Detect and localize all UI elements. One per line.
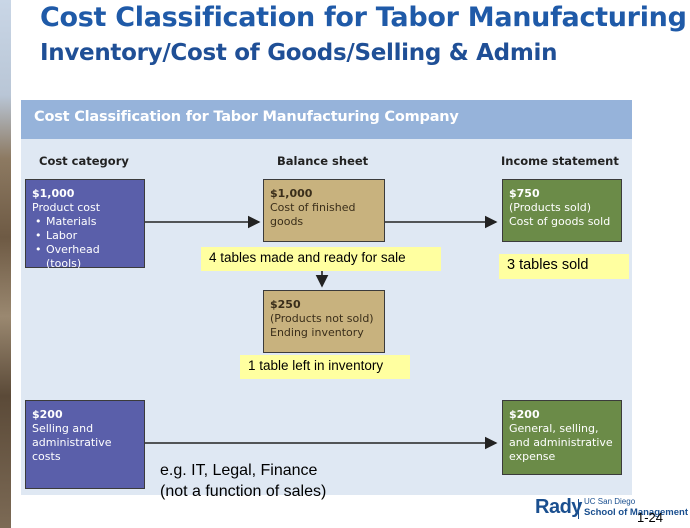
logo-university: UC San Diego xyxy=(584,497,636,506)
cogs-line2: Cost of goods sold xyxy=(509,215,611,228)
finished-goods-line2: goods xyxy=(270,215,304,228)
product-cost-items: Materials Labor Overhead (tools) xyxy=(32,215,138,271)
figure-header: Cost Classification for Tabor Manufactur… xyxy=(21,100,632,139)
product-cost-item-overhead: Overhead (tools) xyxy=(35,243,138,271)
ending-inventory-box: $250 (Products not sold) Ending inventor… xyxy=(263,290,385,353)
sga-expense-amount: $200 xyxy=(509,408,540,421)
sga-expense-line1: General, selling, xyxy=(509,422,599,435)
product-cost-label: Product cost xyxy=(32,201,101,214)
sga-cost-line2: administrative xyxy=(32,436,112,449)
slide-title: Cost Classification for Tabor Manufactur… xyxy=(40,2,687,33)
product-cost-item-materials: Materials xyxy=(35,215,138,229)
sga-note-line2: (not a function of sales) xyxy=(160,483,327,500)
page-number: 1-24 xyxy=(637,510,664,525)
product-cost-item-labor: Labor xyxy=(35,229,138,243)
sga-cost-line3: costs xyxy=(32,450,61,463)
callout-left-in-inventory: 1 table left in inventory xyxy=(240,355,410,379)
cogs-line1: (Products sold) xyxy=(509,201,592,214)
sga-expense-line2: and administrative xyxy=(509,436,613,449)
finished-goods-box: $1,000 Cost of finished goods xyxy=(263,179,385,242)
sga-cost-box: $200 Selling and administrative costs xyxy=(25,400,145,489)
sga-expense-box: $200 General, selling, and administrativ… xyxy=(502,400,622,475)
slide-subtitle: Inventory/Cost of Goods/Selling & Admin xyxy=(40,40,558,66)
finished-goods-line1: Cost of finished xyxy=(270,201,356,214)
column-heading-income-statement: Income statement xyxy=(501,154,619,168)
column-heading-cost-category: Cost category xyxy=(39,154,129,168)
sga-note-line1: e.g. IT, Legal, Finance xyxy=(160,462,318,479)
ending-inventory-line1: (Products not sold) xyxy=(270,312,374,325)
ending-inventory-amount: $250 xyxy=(270,298,301,311)
sga-cost-amount: $200 xyxy=(32,408,63,421)
background-photo-strip xyxy=(0,0,11,528)
rady-logo: Rady UC San Diego School of Management xyxy=(535,496,688,524)
callout-sold: 3 tables sold xyxy=(499,254,629,279)
cogs-box: $750 (Products sold) Cost of goods sold xyxy=(502,179,622,242)
product-cost-amount: $1,000 xyxy=(32,187,75,200)
callout-made-ready: 4 tables made and ready for sale xyxy=(201,247,441,271)
ending-inventory-line2: Ending inventory xyxy=(270,326,364,339)
logo-brand: Rady xyxy=(535,496,582,518)
column-heading-balance-sheet: Balance sheet xyxy=(277,154,369,168)
finished-goods-amount: $1,000 xyxy=(270,187,313,200)
figure-header-title: Cost Classification for Tabor Manufactur… xyxy=(34,109,459,125)
sga-cost-line1: Selling and xyxy=(32,422,94,435)
logo-divider xyxy=(578,499,579,519)
cogs-amount: $750 xyxy=(509,187,540,200)
product-cost-box: $1,000 Product cost Materials Labor Over… xyxy=(25,179,145,271)
sga-note: e.g. IT, Legal, Finance (not a function … xyxy=(160,460,326,502)
logo-school: School of Management xyxy=(584,507,688,518)
sga-expense-line3: expense xyxy=(509,450,556,463)
